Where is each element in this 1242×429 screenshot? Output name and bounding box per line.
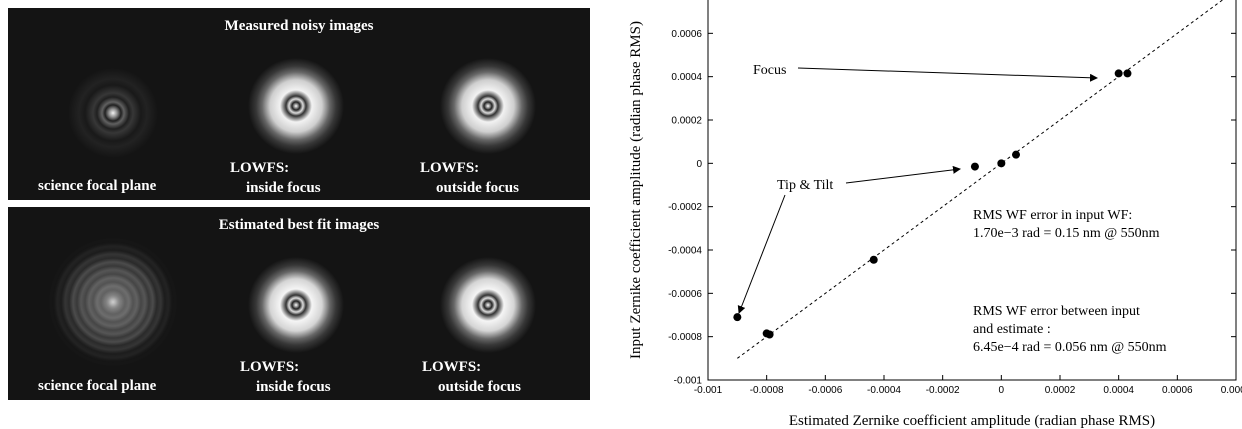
lowfs-inside-psf-estimated [248, 257, 344, 353]
y-tick-label: 0 [696, 159, 702, 170]
panel-title-measured: Measured noisy images [224, 18, 374, 34]
annotation-rms-between-line2: and estimate : [973, 322, 1051, 337]
x-tick-label: 0.0006 [1162, 385, 1193, 396]
data-point-6 [1012, 150, 1020, 159]
label-lowfs-inside-focus: LOWFS: inside focus [240, 359, 331, 395]
annotation-rms-input-line1: RMS WF error in input WF: [973, 208, 1132, 223]
x-tick-label: -0.0006 [808, 385, 842, 396]
data-point-4 [970, 162, 979, 171]
x-tick-label: -0.0004 [867, 385, 901, 396]
data-points [733, 69, 1132, 339]
annotation-rms-between-line3: 6.45e−4 rad = 0.056 nm @ 550nm [973, 340, 1167, 355]
arrow-focus [797, 67, 1098, 82]
x-tick-label: -0.0002 [926, 385, 960, 396]
lowfs-outside-psf-estimated [440, 257, 536, 353]
data-point-2 [765, 330, 774, 339]
data-point-7 [1114, 69, 1123, 78]
annotation-tip-tilt: Tip & Tilt [777, 178, 833, 193]
x-tick-label: -0.001 [694, 385, 723, 396]
panel-title-estimated: Estimated best fit images [218, 217, 380, 233]
data-point-8 [1123, 69, 1132, 78]
label-science-focal-plane: science focal plane [38, 378, 157, 394]
y-tick-label: -0.001 [674, 376, 703, 387]
y-axis-ticks: -0.001 -0.0008 -0.0006 -0.0004 -0.0002 0 0.000… [668, 29, 1236, 387]
label-lowfs-outside-focus: LOWFS: outside focus [420, 160, 519, 196]
x-tick-label: -0.0008 [750, 385, 784, 396]
annotation-rms-input-line2: 1.70e−3 rad = 0.15 nm @ 550nm [973, 226, 1160, 241]
y-tick-label: -0.0002 [668, 202, 702, 213]
data-point-0 [733, 313, 742, 322]
annotation-rms-between-line1: RMS WF error between input [973, 304, 1140, 319]
reference-diagonal-line [737, 0, 1224, 359]
science-psf-estimated [48, 237, 178, 367]
x-axis-ticks: -0.001 -0.0008 -0.0006 -0.0004 -0.0002 0 0.000… [694, 375, 1242, 396]
label-science-focal-plane: science focal plane [38, 178, 157, 194]
label-lowfs-inside-focus: LOWFS: inside focus [230, 160, 321, 196]
arrow-tip-tilt-a [845, 165, 961, 184]
science-psf-measured [68, 68, 158, 158]
measured-images-panel: Measured noisy images science focal plan… [8, 8, 590, 200]
lowfs-outside-psf-measured [440, 58, 536, 154]
data-point-5 [997, 159, 1006, 168]
data-point-3 [869, 255, 878, 264]
plot-frame [707, 0, 1237, 381]
annotation-focus: Focus [753, 63, 786, 78]
y-tick-label: 0.0002 [671, 116, 702, 127]
arrow-tip-tilt-b [737, 194, 786, 314]
x-tick-label: 0 [999, 385, 1005, 396]
estimated-images-panel: Estimated best fit images science focal … [8, 207, 590, 400]
y-tick-label: -0.0006 [668, 289, 702, 300]
x-tick-label: 0.0008 [1221, 385, 1242, 396]
y-axis-title: Input Zernike coefficient amplitude (rad… [628, 21, 644, 359]
label-lowfs-outside-focus: LOWFS: outside focus [422, 359, 521, 395]
y-tick-label: -0.0008 [668, 332, 702, 343]
x-axis-title: Estimated Zernike coefficient amplitude … [789, 413, 1155, 429]
y-tick-label: 0.0006 [671, 29, 702, 40]
x-tick-label: 0.0004 [1103, 385, 1134, 396]
y-tick-label: -0.0004 [668, 246, 702, 257]
lowfs-inside-psf-measured [248, 58, 344, 154]
y-tick-label: 0.0004 [671, 72, 702, 83]
x-tick-label: 0.0002 [1045, 385, 1076, 396]
